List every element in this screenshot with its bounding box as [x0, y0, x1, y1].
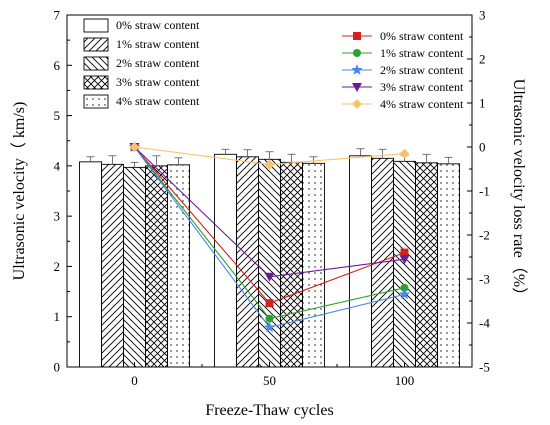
legend-lines: 0% straw content 1% straw content 2% straw…: [342, 29, 464, 111]
bar: [415, 162, 438, 368]
bar: [123, 166, 146, 368]
y2-tick-label: 1: [479, 96, 486, 111]
legend-line-label: 0% straw content: [380, 29, 464, 43]
marker-circle: [400, 283, 409, 292]
marker-triangle-down: [399, 255, 410, 265]
bar: [302, 162, 325, 368]
y2-axis-title: Ultrasonic velocity loss rate（%）: [510, 79, 528, 303]
y2-tick-label: -1: [479, 184, 490, 199]
marker-diamond: [264, 159, 275, 170]
marker-star: [263, 321, 276, 333]
marker-diamond: [399, 148, 410, 159]
marker-square: [265, 299, 274, 308]
y-tick-label: 1: [54, 309, 61, 324]
y2-tick-label: 2: [479, 52, 486, 67]
y2-tick-label: -2: [479, 228, 490, 243]
legend-bar-label: 3% straw content: [116, 75, 200, 89]
y-axis-title: Ultrasonic velocity（ km/s): [10, 102, 28, 281]
legend-bars: 0% straw content 1% straw content 2% straw…: [83, 18, 200, 109]
bar: [145, 165, 168, 368]
y-tick-label: 2: [54, 259, 61, 274]
bar: [280, 161, 303, 368]
y-tick-label: 5: [54, 108, 61, 123]
legend-bar-swatch: [83, 37, 109, 52]
legend-bar-swatch: [83, 18, 109, 33]
legend-bar-swatch: [83, 94, 109, 109]
legend-line-label: 1% straw content: [380, 46, 464, 60]
legend-bar-label: 1% straw content: [116, 37, 200, 51]
y-tick-label: 4: [54, 158, 61, 173]
y2-tick-label: 3: [479, 8, 486, 23]
x-tick-label: 50: [263, 373, 276, 388]
x-tick-label: 100: [395, 373, 415, 388]
y2-tick-label: -3: [479, 272, 490, 287]
y2-tick-label: -4: [479, 316, 490, 331]
y-tick-label: 3: [54, 209, 61, 224]
bar: [79, 161, 102, 368]
bar: [236, 156, 259, 368]
lines-layer: [128, 141, 411, 333]
legend-bar-swatch: [83, 56, 109, 71]
y2-tick-label: -5: [479, 360, 490, 375]
bar: [101, 163, 124, 368]
bar: [437, 163, 460, 368]
legend-line-label: 4% straw content: [380, 97, 464, 111]
legend-bar-label: 0% straw content: [116, 18, 200, 32]
marker-circle: [265, 314, 274, 323]
marker-triangle-down: [352, 83, 362, 92]
legend-line-label: 2% straw content: [380, 63, 464, 77]
y2-tick-label: 0: [479, 140, 486, 155]
legend-bar-label: 2% straw content: [116, 56, 200, 70]
axes-layer: 0 1 2 3 4 5 6 7 -5 -4 -3 -2 -1 0 1 2 3 0 50 100: [54, 8, 491, 389]
marker-diamond: [129, 142, 140, 152]
legend-bar-swatch: [83, 75, 109, 90]
marker-star: [398, 288, 411, 300]
marker-circle: [353, 49, 361, 57]
marker-square: [400, 248, 409, 257]
marker-triangle-down: [264, 272, 275, 282]
x-axis-title: Freeze-Thaw cycles: [205, 402, 333, 419]
legend-bar-label: 4% straw content: [116, 94, 200, 108]
marker-diamond: [352, 99, 362, 109]
y-tick-label: 6: [54, 58, 61, 73]
x-tick-label: 0: [131, 373, 138, 388]
bar: [258, 158, 281, 368]
y-tick-label: 0: [54, 360, 61, 375]
legend-line-label: 3% straw content: [380, 80, 464, 94]
y-tick-label: 7: [54, 8, 61, 23]
marker-star: [351, 64, 363, 75]
bar: [349, 155, 372, 368]
marker-square: [353, 32, 361, 40]
